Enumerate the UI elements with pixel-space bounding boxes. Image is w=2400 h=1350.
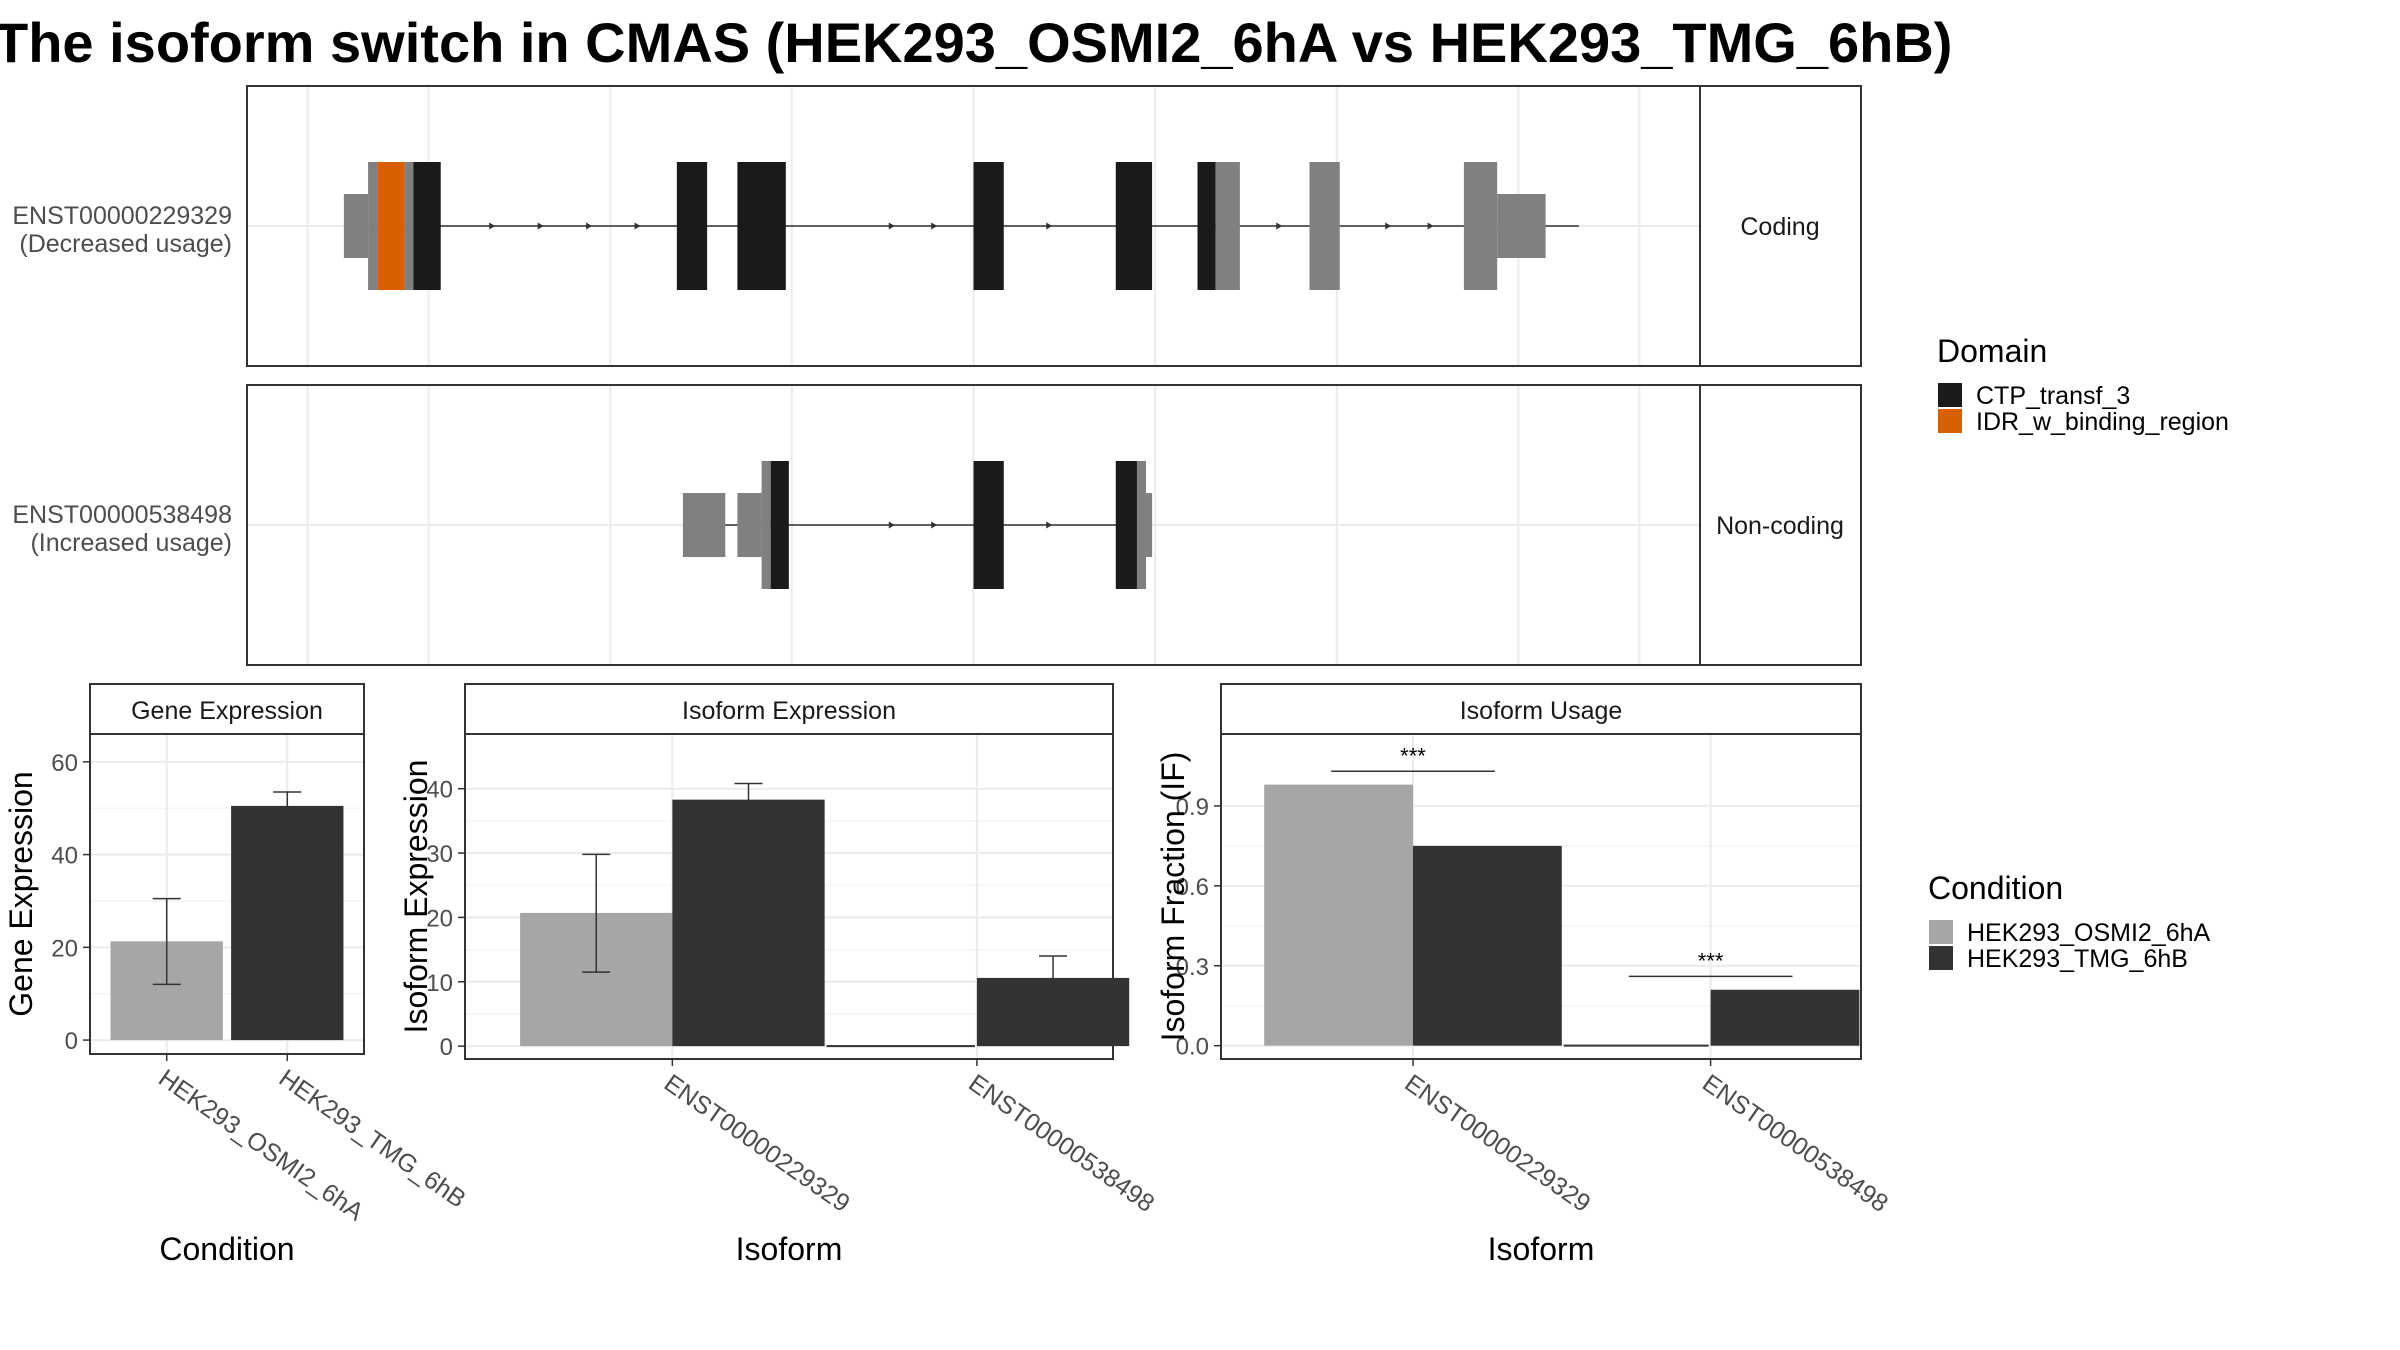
domain-block [973,162,1004,290]
x-axis-title: Condition [159,1231,294,1267]
bar-panel-strip [1220,683,1862,735]
bar [1413,845,1562,1046]
legend-label-condition: HEK293_TMG_6hB [1967,945,2188,973]
legend-swatch-condition [1929,920,1953,944]
legend-swatch-condition [1929,946,1953,970]
x-tick-label: ENST00000229329 [1400,1069,1596,1218]
y-axis-title: Isoform Expression [398,760,434,1034]
legend-title-condition: Condition [1928,870,2063,906]
transcript-id-label: ENST00000538498 [12,501,232,529]
chart-title: The isoform switch in CMAS (HEK293_OSMI2… [0,11,1953,74]
direction-arrow [489,222,496,230]
domain-block [1115,162,1153,290]
legend-swatch-domain [1938,409,1962,433]
direction-arrow [1046,521,1053,529]
bar [231,805,344,1041]
facet-strip-label: Non-coding [1716,512,1844,540]
y-tick-label: 0.9 [1176,794,1209,821]
y-tick-label: 40 [426,777,453,804]
y-axis-title: Gene Expression [3,771,39,1016]
domain-block [770,461,789,589]
utr-block [1146,493,1153,557]
significance-label: *** [1698,948,1724,973]
bar [1264,784,1413,1046]
facet-strip [1699,384,1862,666]
legend-swatch-domain [1938,383,1962,407]
utr-block [682,493,726,557]
utr-block [1309,162,1340,290]
utr-block [1497,194,1546,258]
direction-arrow [1427,222,1434,230]
domain-block [973,461,1004,589]
transcript-id-label: ENST00000229329 [12,202,232,230]
x-tick-label: ENST00000538498 [1697,1069,1893,1218]
domain-block [377,162,405,290]
direction-arrow [888,521,895,529]
domain-block [737,162,786,290]
y-axis-title: Isoform Fraction (IF) [1155,752,1191,1042]
x-tick-label: HEK293_OSMI2_6hA [153,1064,369,1227]
legend-label-condition: HEK293_OSMI2_6hA [1967,919,2211,947]
y-tick-label: 20 [51,935,78,962]
y-tick-label: 60 [51,750,78,777]
direction-arrow [931,222,938,230]
utr-block [1136,461,1147,589]
direction-arrow [1276,222,1283,230]
utr-block [343,194,369,258]
legend-title-domain: Domain [1937,333,2047,369]
direction-arrow [931,521,938,529]
y-tick-label: 0.6 [1176,874,1209,901]
legend-label-domain: IDR_w_binding_region [1976,408,2229,436]
legend-label-domain: CTP_transf_3 [1976,382,2130,410]
y-tick-label: 40 [51,843,78,870]
y-tick-label: 0 [440,1034,453,1061]
direction-arrow [537,222,544,230]
significance-label: *** [1400,743,1426,768]
y-tick-label: 0 [65,1028,78,1055]
bar-panel-title: Isoform Expression [682,697,896,725]
direction-arrow [1046,222,1053,230]
domain-block [676,162,708,290]
direction-arrow [888,222,895,230]
transcript-usage-label: (Decreased usage) [19,230,232,258]
bar [1710,989,1860,1046]
domain-block [1197,162,1216,290]
y-tick-label: 30 [426,841,453,868]
y-tick-label: 10 [426,970,453,997]
utr-block [737,493,762,557]
y-tick-label: 0.0 [1176,1034,1209,1061]
utr-block [1215,162,1240,290]
bar [672,799,825,1047]
utr-block [404,162,414,290]
y-tick-label: 0.3 [1176,954,1209,981]
utr-block [368,162,378,290]
bar-panel-strip [464,683,1114,735]
facet-strip-label: Coding [1740,213,1819,241]
bar-panel-strip [89,683,365,735]
bar-panel-title: Isoform Usage [1460,697,1623,725]
direction-arrow [586,222,593,230]
utr-block [1463,162,1498,290]
y-tick-label: 20 [426,905,453,932]
facet-strip [1699,85,1862,367]
x-tick-label: ENST00000229329 [659,1069,855,1218]
domain-block [413,162,441,290]
x-tick-label: ENST00000538498 [963,1069,1159,1218]
domain-block [1115,461,1137,589]
bar-panel-title: Gene Expression [131,697,323,725]
transcript-usage-label: (Increased usage) [30,529,232,557]
x-axis-title: Isoform [1488,1231,1595,1267]
utr-block [761,461,771,589]
x-axis-title: Isoform [736,1231,843,1267]
direction-arrow [1385,222,1392,230]
direction-arrow [634,222,641,230]
